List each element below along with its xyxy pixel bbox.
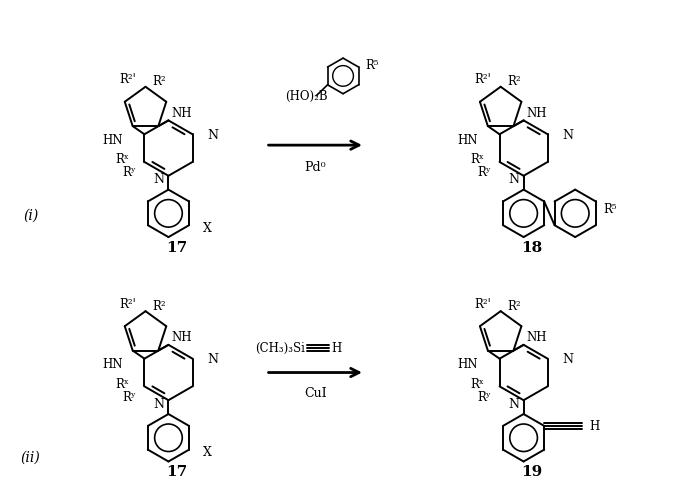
Text: R²: R²: [507, 75, 521, 88]
Text: 17: 17: [166, 465, 187, 478]
Text: R⁵: R⁵: [603, 203, 617, 216]
Text: CuI: CuI: [304, 386, 326, 399]
Text: R²: R²: [507, 299, 521, 312]
Text: (HO)₂B: (HO)₂B: [285, 90, 328, 103]
Text: (ii): (ii): [21, 449, 41, 464]
Text: Rˣ: Rˣ: [471, 377, 484, 390]
Text: NH: NH: [526, 107, 547, 120]
Text: Rʸ: Rʸ: [122, 390, 136, 403]
Text: HN: HN: [102, 133, 122, 146]
Text: N: N: [208, 352, 218, 366]
Text: Pd⁰: Pd⁰: [305, 161, 326, 174]
Text: N: N: [208, 128, 218, 142]
Text: N: N: [509, 397, 520, 410]
Text: N: N: [154, 397, 164, 410]
Text: R²': R²': [120, 73, 136, 86]
Text: X: X: [203, 221, 212, 234]
Text: HN: HN: [457, 357, 477, 370]
Text: 18: 18: [521, 241, 542, 254]
Text: R²: R²: [152, 75, 166, 88]
Text: NH: NH: [526, 331, 547, 344]
Text: H: H: [331, 342, 341, 355]
Text: 17: 17: [166, 241, 187, 254]
Text: (i): (i): [23, 208, 38, 222]
Text: Rʸ: Rʸ: [477, 390, 491, 403]
Text: Rˣ: Rˣ: [115, 153, 129, 166]
Text: HN: HN: [102, 357, 122, 370]
Text: Rʸ: Rʸ: [477, 166, 491, 179]
Text: N: N: [563, 128, 574, 142]
Text: NH: NH: [171, 107, 192, 120]
Text: R²: R²: [152, 299, 166, 312]
Text: Rˣ: Rˣ: [471, 153, 484, 166]
Text: R²': R²': [475, 297, 491, 310]
Text: N: N: [563, 352, 574, 366]
Text: (CH₃)₃Si: (CH₃)₃Si: [255, 342, 305, 355]
Text: NH: NH: [171, 331, 192, 344]
Text: X: X: [203, 445, 212, 458]
Text: HN: HN: [457, 133, 477, 146]
Text: 19: 19: [521, 465, 542, 478]
Text: R²': R²': [120, 297, 136, 310]
Text: H: H: [589, 420, 599, 432]
Text: Rʸ: Rʸ: [122, 166, 136, 179]
Text: N: N: [154, 173, 164, 186]
Text: Rˣ: Rˣ: [115, 377, 129, 390]
Text: R²': R²': [475, 73, 491, 86]
Text: N: N: [509, 173, 520, 186]
Text: R⁵: R⁵: [365, 59, 378, 71]
